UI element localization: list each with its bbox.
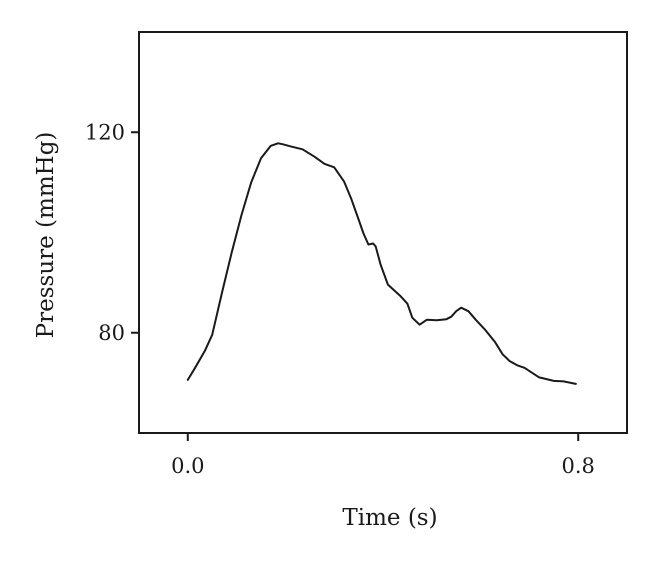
series-line <box>186 142 577 385</box>
y-tick-label: 120 <box>85 120 125 144</box>
plot-frame <box>138 31 628 434</box>
y-axis-ticks: 80 120 <box>85 120 139 345</box>
x-axis-label: Time (s) <box>342 505 437 531</box>
x-tick-label: 0.8 <box>561 454 594 478</box>
y-axis-label: Pressure (mmHg) <box>33 132 59 339</box>
x-axis-ticks: 0.0 0.8 <box>171 433 595 478</box>
y-tick-label: 80 <box>98 321 125 345</box>
x-tick-label: 0.0 <box>171 454 204 478</box>
